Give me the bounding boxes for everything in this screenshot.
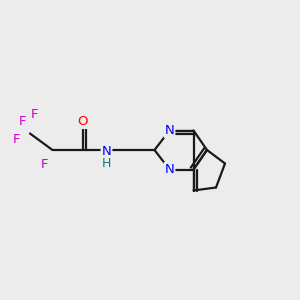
Text: O: O	[77, 115, 88, 128]
Text: F: F	[41, 158, 48, 171]
Text: F: F	[13, 133, 20, 146]
Text: F: F	[31, 107, 38, 121]
Text: N: N	[165, 124, 174, 137]
Text: F: F	[19, 115, 26, 128]
Text: H: H	[102, 157, 111, 170]
Text: N: N	[165, 163, 174, 176]
Text: N: N	[102, 145, 111, 158]
